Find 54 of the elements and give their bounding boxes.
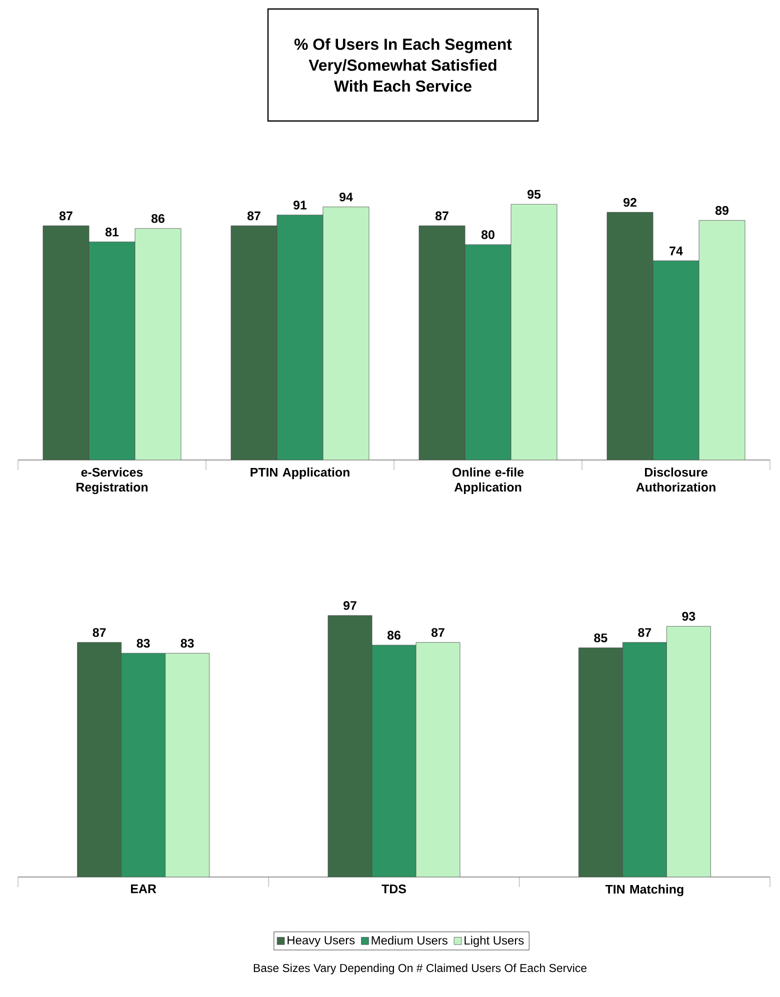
bar (77, 642, 122, 877)
text: Base Sizes Vary Depending On # Claimed Users Of Each Service (254, 964, 586, 974)
x-tick-label: PTIN Application (250, 468, 350, 480)
data-label: 83 (136, 638, 150, 648)
data-label: 87 (431, 628, 444, 637)
data-label: 86 (151, 214, 164, 223)
x-tick-label: TIN Matching (605, 884, 684, 896)
bar (666, 626, 711, 877)
bar (652, 260, 700, 460)
bar (88, 242, 136, 460)
chart-title: % Of Users In Each Segment Very/Somewhat Satisfied With Each Service (294, 38, 512, 92)
x-tick-label: EAR (131, 884, 156, 894)
bar (698, 220, 746, 460)
legend-label: Heavy Users (288, 936, 355, 947)
data-label: 86 (387, 630, 400, 640)
data-label: 85 (594, 633, 608, 642)
bar (276, 214, 324, 460)
data-label: 87 (247, 211, 260, 220)
data-label: 87 (435, 211, 448, 220)
bar (134, 228, 182, 460)
data-label: 97 (344, 601, 356, 610)
data-label: 87 (638, 628, 652, 637)
legend-label: Light Users (464, 936, 524, 947)
x-tick-label: TDS (382, 884, 406, 894)
bar (622, 642, 667, 877)
x-tick-label: e-Services Registration (76, 468, 148, 494)
data-label: 74 (670, 246, 683, 256)
data-label: 83 (180, 638, 194, 648)
bar (42, 226, 90, 460)
bar (510, 204, 558, 460)
bar (372, 644, 416, 877)
data-label: 89 (715, 206, 728, 215)
x-tick-label: Online e-file Application (452, 468, 524, 494)
data-label: 87 (59, 211, 72, 220)
bar (322, 206, 370, 460)
bar (416, 642, 460, 877)
legend-label: Medium Users (372, 936, 448, 945)
data-label: 81 (105, 228, 119, 236)
bar (464, 244, 512, 460)
data-label: 91 (294, 200, 307, 210)
bar (121, 653, 166, 877)
data-label: 87 (92, 628, 106, 637)
bar (328, 615, 372, 877)
bar (418, 226, 466, 460)
bar (165, 653, 210, 877)
data-label: 94 (340, 192, 353, 202)
data-label: 95 (528, 190, 541, 199)
bar (578, 648, 623, 877)
bar (606, 212, 654, 460)
data-label: 93 (682, 612, 696, 621)
data-label: 80 (481, 230, 494, 240)
x-tick-label: Disclosure Authorization (636, 468, 716, 492)
data-label: 92 (624, 198, 636, 207)
bar (230, 226, 278, 460)
